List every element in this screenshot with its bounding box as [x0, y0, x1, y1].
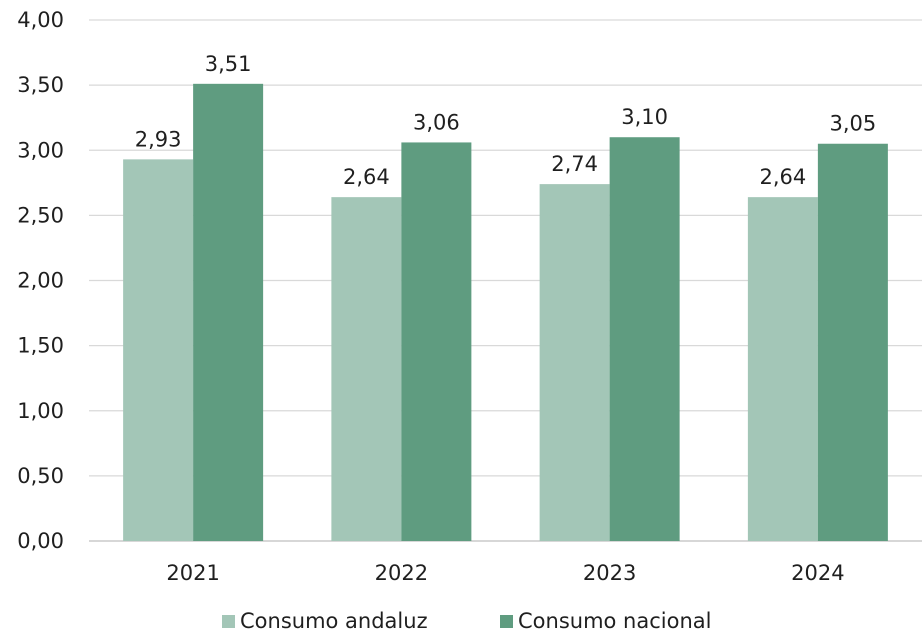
bars: [123, 83, 888, 542]
data-label: 3,10: [621, 105, 668, 129]
legend-label: Consumo nacional: [518, 609, 711, 633]
y-tick-label: 3,50: [17, 73, 64, 97]
x-tick-label: 2023: [583, 561, 636, 585]
bar: [609, 137, 680, 541]
legend-swatch: [500, 615, 513, 628]
x-tick-label: 2021: [166, 561, 219, 585]
data-label: 2,64: [759, 165, 806, 189]
data-label: 2,93: [135, 127, 182, 151]
bar: [539, 184, 610, 542]
data-label: 2,64: [343, 165, 390, 189]
x-axis: 2021 2022 2023 2024: [166, 561, 844, 585]
x-tick-label: 2024: [791, 561, 844, 585]
data-label: 3,05: [829, 112, 876, 136]
y-tick-label: 0,50: [17, 464, 64, 488]
bar: [401, 142, 472, 541]
y-tick-label: 2,00: [17, 269, 64, 293]
bar: [193, 83, 264, 541]
bar: [123, 159, 194, 541]
y-tick-label: 0,00: [17, 529, 64, 553]
y-axis: 0,00 0,50 1,00 1,50 2,00 2,50 3,00 3,50 4,00: [17, 8, 64, 553]
data-label: 2,74: [551, 152, 598, 176]
y-tick-label: 3,00: [17, 138, 64, 162]
data-label: 3,51: [205, 52, 252, 76]
bar: [331, 197, 402, 541]
data-labels: 2,93 3,51 2,64 3,06 2,74 3,10 2,64 3,05: [135, 52, 877, 189]
legend-swatch: [222, 615, 235, 628]
y-tick-label: 4,00: [17, 8, 64, 32]
bar: [817, 143, 888, 542]
data-label: 3,06: [413, 110, 460, 134]
y-tick-label: 1,00: [17, 399, 64, 423]
y-tick-label: 1,50: [17, 334, 64, 358]
y-tick-label: 2,50: [17, 203, 64, 227]
x-tick-label: 2022: [375, 561, 428, 585]
legend: Consumo andaluz Consumo nacional: [222, 609, 711, 633]
legend-label: Consumo andaluz: [240, 609, 428, 633]
bar: [747, 197, 818, 541]
